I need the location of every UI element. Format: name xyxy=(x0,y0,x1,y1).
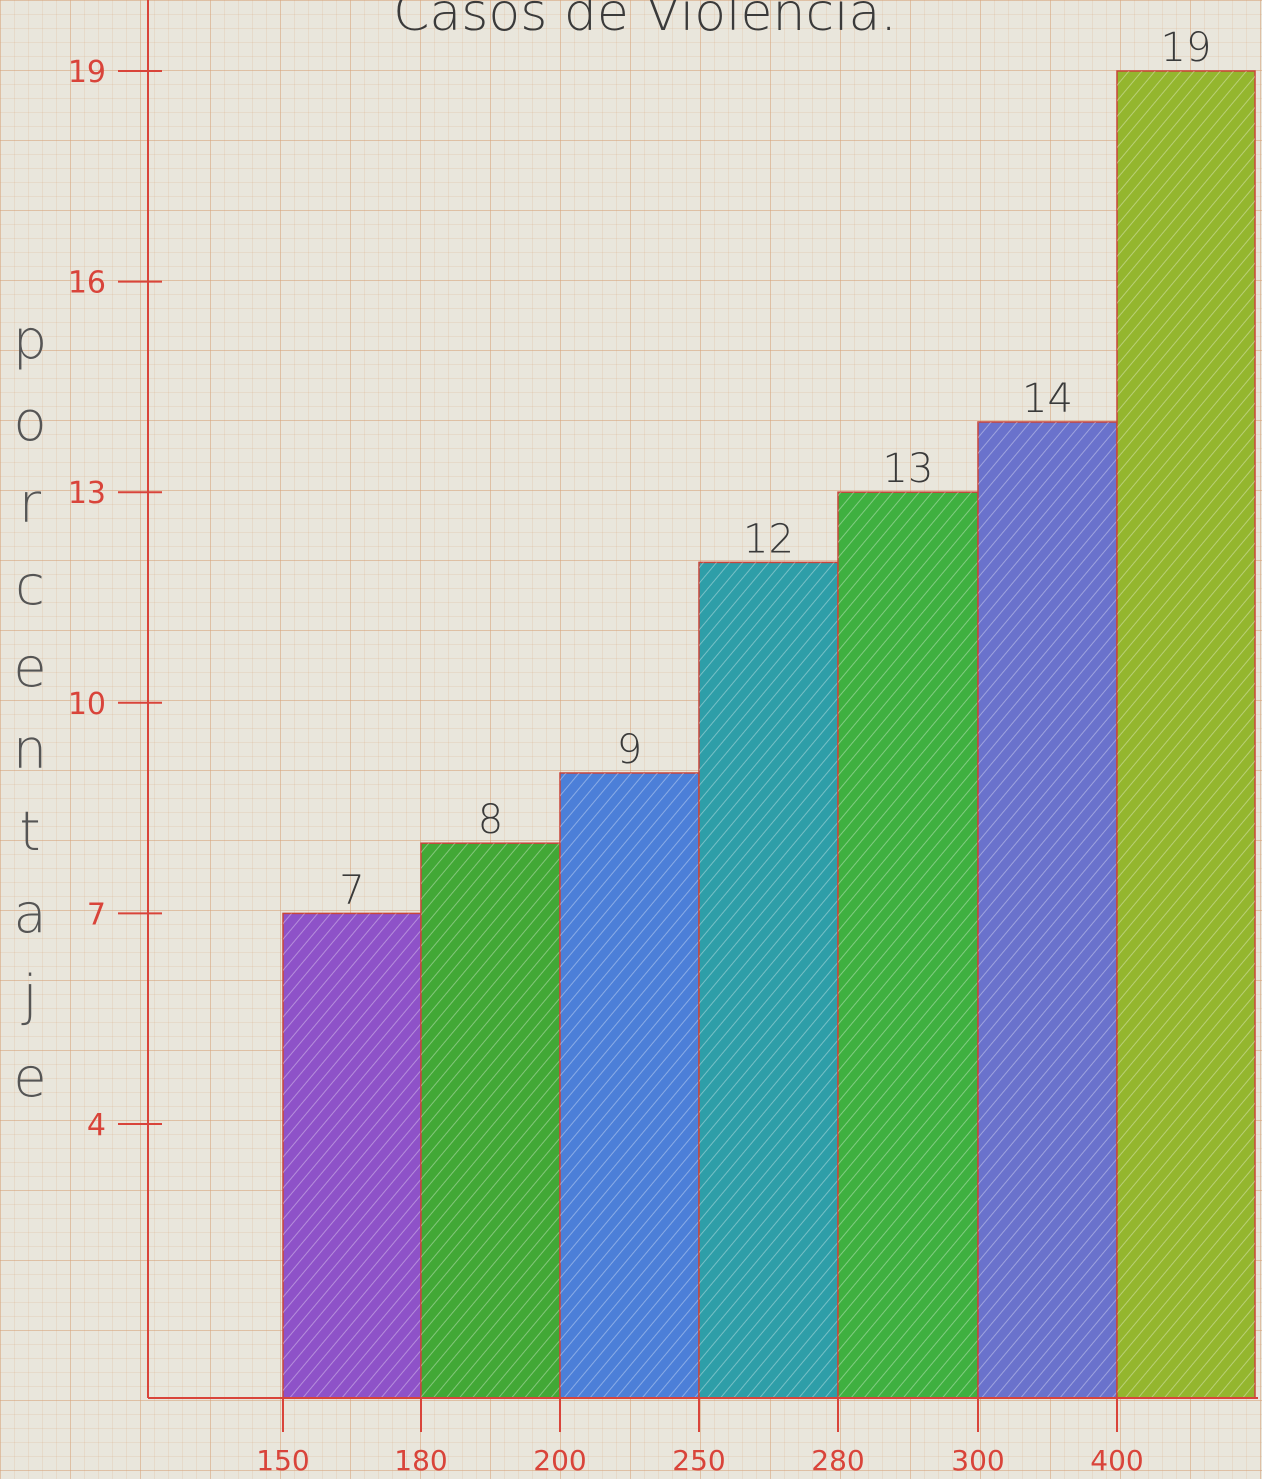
bar-hatching xyxy=(978,422,1117,1398)
x-tick-label: 180 xyxy=(394,1444,447,1477)
bar xyxy=(420,842,561,1399)
data-labels: 7 8 9 12 13 14 19 xyxy=(339,25,1211,913)
bar-data-label: 19 xyxy=(1161,25,1212,71)
bar-hatching xyxy=(838,492,978,1398)
bars-layer xyxy=(282,70,1256,1399)
bar-data-label: 12 xyxy=(743,516,794,562)
bar-hatching xyxy=(699,562,838,1398)
bar xyxy=(698,561,839,1399)
y-axis-label-letter: e xyxy=(13,1046,46,1109)
y-ticks: 4 7 10 13 16 19 xyxy=(68,55,162,1143)
x-tick-label: 200 xyxy=(533,1444,586,1477)
bar-hatching xyxy=(560,773,699,1398)
bar xyxy=(559,772,700,1399)
y-tick-label: 16 xyxy=(68,266,106,301)
x-tick-label: 300 xyxy=(951,1444,1004,1477)
chart-title: Casos de Violencia. xyxy=(393,0,897,43)
y-tick-label: 7 xyxy=(87,897,106,932)
x-tick-label: 150 xyxy=(256,1444,309,1477)
y-axis-label-letter: j xyxy=(21,964,37,1027)
x-tick-label: 250 xyxy=(672,1444,725,1477)
y-axis-label-letter: a xyxy=(13,882,46,945)
bar xyxy=(837,491,979,1399)
bar-hatching xyxy=(283,913,421,1398)
bar xyxy=(977,421,1118,1399)
y-axis-label-letter: e xyxy=(13,636,46,699)
y-tick-label: 4 xyxy=(87,1108,106,1143)
x-tick-label: 400 xyxy=(1090,1444,1143,1477)
bar-data-label: 8 xyxy=(478,797,503,843)
bar-data-label: 9 xyxy=(617,727,642,773)
x-ticks: 150 180 200 250 280 300 400 xyxy=(256,1398,1144,1477)
y-tick-label: 10 xyxy=(68,687,106,722)
bar xyxy=(282,912,422,1399)
bar xyxy=(1116,70,1256,1399)
bar-data-label: 7 xyxy=(339,867,364,913)
x-tick-label: 280 xyxy=(811,1444,864,1477)
axes-layer xyxy=(147,0,1258,1399)
y-tick-label: 19 xyxy=(68,55,106,90)
bar-hatching xyxy=(421,843,560,1398)
y-axis-label-letter: p xyxy=(13,308,47,371)
y-tick-label: 13 xyxy=(68,476,106,511)
bar-data-label: 13 xyxy=(883,446,934,492)
y-axis-label-letter: o xyxy=(13,390,46,453)
y-axis-label-letter: t xyxy=(19,800,40,863)
y-axis-label-letter: c xyxy=(15,554,45,617)
y-axis-label-letter: r xyxy=(19,472,42,535)
bar-hatching xyxy=(1117,71,1255,1398)
bar-data-label: 14 xyxy=(1022,376,1073,422)
y-axis-label-letter: n xyxy=(13,718,47,781)
